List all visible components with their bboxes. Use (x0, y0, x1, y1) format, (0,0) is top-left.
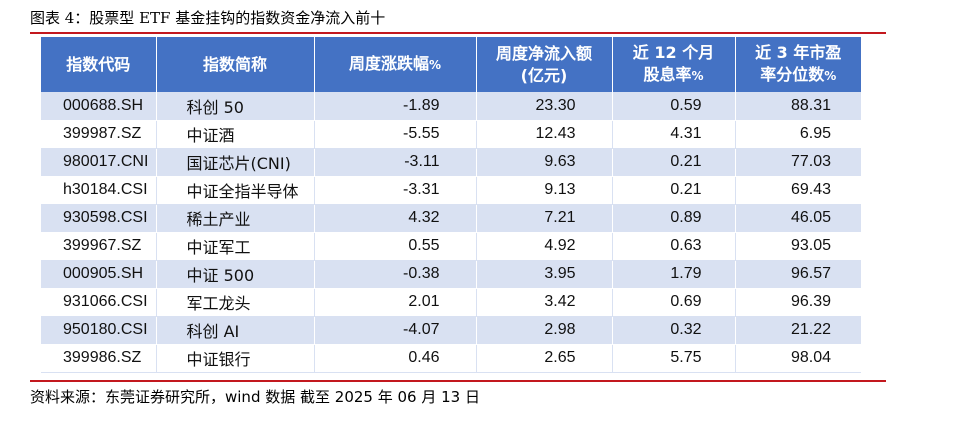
dividend-yield: 0.89 (611, 204, 735, 233)
pe-percentile: 77.03 (734, 148, 861, 177)
index-code: 930598.CSI (41, 204, 156, 233)
index-code: 980017.CNI (41, 148, 156, 177)
weekly-change: -5.55 (313, 120, 476, 149)
dividend-yield: 0.69 (611, 288, 735, 317)
top-rule (30, 32, 886, 34)
table-row: 399987.SZ 中证酒 -5.55 12.43 4.31 6.95 (41, 120, 861, 149)
index-name: 科创 50 (155, 92, 314, 121)
pe-percentile: 96.39 (734, 288, 861, 317)
index-code: h30184.CSI (41, 176, 156, 205)
weekly-change: 0.46 (313, 344, 476, 373)
index-name: 中证全指半导体 (155, 176, 314, 205)
table-row: 399986.SZ 中证银行 0.46 2.65 5.75 98.04 (41, 344, 861, 373)
pe-percentile: 96.57 (734, 260, 861, 289)
dividend-yield: 0.63 (611, 232, 735, 261)
weekly-change: -3.31 (313, 176, 476, 205)
net-inflow: 2.98 (475, 316, 612, 345)
bottom-rule (30, 380, 886, 382)
header-flow: 周度净流入额 (亿元) (475, 37, 612, 92)
index-name: 中证酒 (155, 120, 314, 149)
header-row: 指数代码 指数简称 周度涨跌幅% 周度净流入额 (亿元) 近 12 个月 股息率% … (41, 37, 861, 92)
etf-flow-table: 指数代码 指数简称 周度涨跌幅% 周度净流入额 (亿元) 近 12 个月 股息率% … (41, 37, 861, 373)
index-name: 中证军工 (155, 232, 314, 261)
figure-title: 图表 4：股票型 ETF 基金挂钩的指数资金净流入前十 (30, 9, 386, 27)
table-row: 399967.SZ 中证军工 0.55 4.92 0.63 93.05 (41, 232, 861, 261)
net-inflow: 4.92 (475, 232, 612, 261)
net-inflow: 23.30 (475, 92, 612, 121)
table-row: 931066.CSI 军工龙头 2.01 3.42 0.69 96.39 (41, 288, 861, 317)
dividend-yield: 0.21 (611, 148, 735, 177)
weekly-change: -4.07 (313, 316, 476, 345)
weekly-change: -3.11 (313, 148, 476, 177)
index-code: 399987.SZ (41, 120, 156, 149)
pe-percentile: 21.22 (734, 316, 861, 345)
source-note: 资料来源：东莞证券研究所，wind 数据 截至 2025 年 06 月 13 日 (30, 388, 480, 406)
table-row: 930598.CSI 稀土产业 4.32 7.21 0.89 46.05 (41, 204, 861, 233)
dividend-yield: 0.21 (611, 176, 735, 205)
net-inflow: 12.43 (475, 120, 612, 149)
index-code: 931066.CSI (41, 288, 156, 317)
index-code: 399967.SZ (41, 232, 156, 261)
index-name: 中证 500 (155, 260, 314, 289)
header-name: 指数简称 (155, 37, 314, 92)
weekly-change: -0.38 (313, 260, 476, 289)
weekly-change: -1.89 (313, 92, 476, 121)
index-code: 950180.CSI (41, 316, 156, 345)
dividend-yield: 1.79 (611, 260, 735, 289)
weekly-change: 0.55 (313, 232, 476, 261)
header-change: 周度涨跌幅% (313, 37, 476, 92)
pe-percentile: 88.31 (734, 92, 861, 121)
index-name: 稀土产业 (155, 204, 314, 233)
header-change-unit: % (428, 58, 442, 72)
table-header: 指数代码 指数简称 周度涨跌幅% 周度净流入额 (亿元) 近 12 个月 股息率% … (41, 37, 861, 92)
table-body: 000688.SH 科创 50 -1.89 23.30 0.59 88.31 3… (41, 92, 861, 373)
table-row: 980017.CNI 国证芯片(CNI) -3.11 9.63 0.21 77.… (41, 148, 861, 177)
net-inflow: 7.21 (475, 204, 612, 233)
index-name: 科创 AI (155, 316, 314, 345)
table-row: 000688.SH 科创 50 -1.89 23.30 0.59 88.31 (41, 92, 861, 121)
net-inflow: 9.13 (475, 176, 612, 205)
pe-percentile: 98.04 (734, 344, 861, 373)
net-inflow: 3.42 (475, 288, 612, 317)
index-code: 399986.SZ (41, 344, 156, 373)
header-code: 指数代码 (66, 54, 131, 74)
dividend-yield: 5.75 (611, 344, 735, 373)
table-row: 950180.CSI 科创 AI -4.07 2.98 0.32 21.22 (41, 316, 861, 345)
index-name: 中证银行 (155, 344, 314, 373)
pe-percentile: 93.05 (734, 232, 861, 261)
pe-percentile: 46.05 (734, 204, 861, 233)
net-inflow: 2.65 (475, 344, 612, 373)
weekly-change: 2.01 (313, 288, 476, 317)
header-yield-unit: % (691, 69, 704, 83)
table-row: h30184.CSI 中证全指半导体 -3.31 9.13 0.21 69.43 (41, 176, 861, 205)
pe-percentile: 6.95 (734, 120, 861, 149)
index-code: 000905.SH (41, 260, 156, 289)
index-name: 国证芯片(CNI) (155, 148, 314, 177)
net-inflow: 9.63 (475, 148, 612, 177)
net-inflow: 3.95 (475, 260, 612, 289)
weekly-change: 4.32 (313, 204, 476, 233)
dividend-yield: 0.59 (611, 92, 735, 121)
dividend-yield: 4.31 (611, 120, 735, 149)
index-code: 000688.SH (41, 92, 156, 121)
pe-percentile: 69.43 (734, 176, 861, 205)
dividend-yield: 0.32 (611, 316, 735, 345)
header-yield: 近 12 个月 股息率% (611, 37, 735, 92)
index-name: 军工龙头 (155, 288, 314, 317)
header-pctl-unit: % (824, 69, 837, 83)
header-pe-percentile: 近 3 年市盈 率分位数% (734, 37, 861, 92)
table-row: 000905.SH 中证 500 -0.38 3.95 1.79 96.57 (41, 260, 861, 289)
